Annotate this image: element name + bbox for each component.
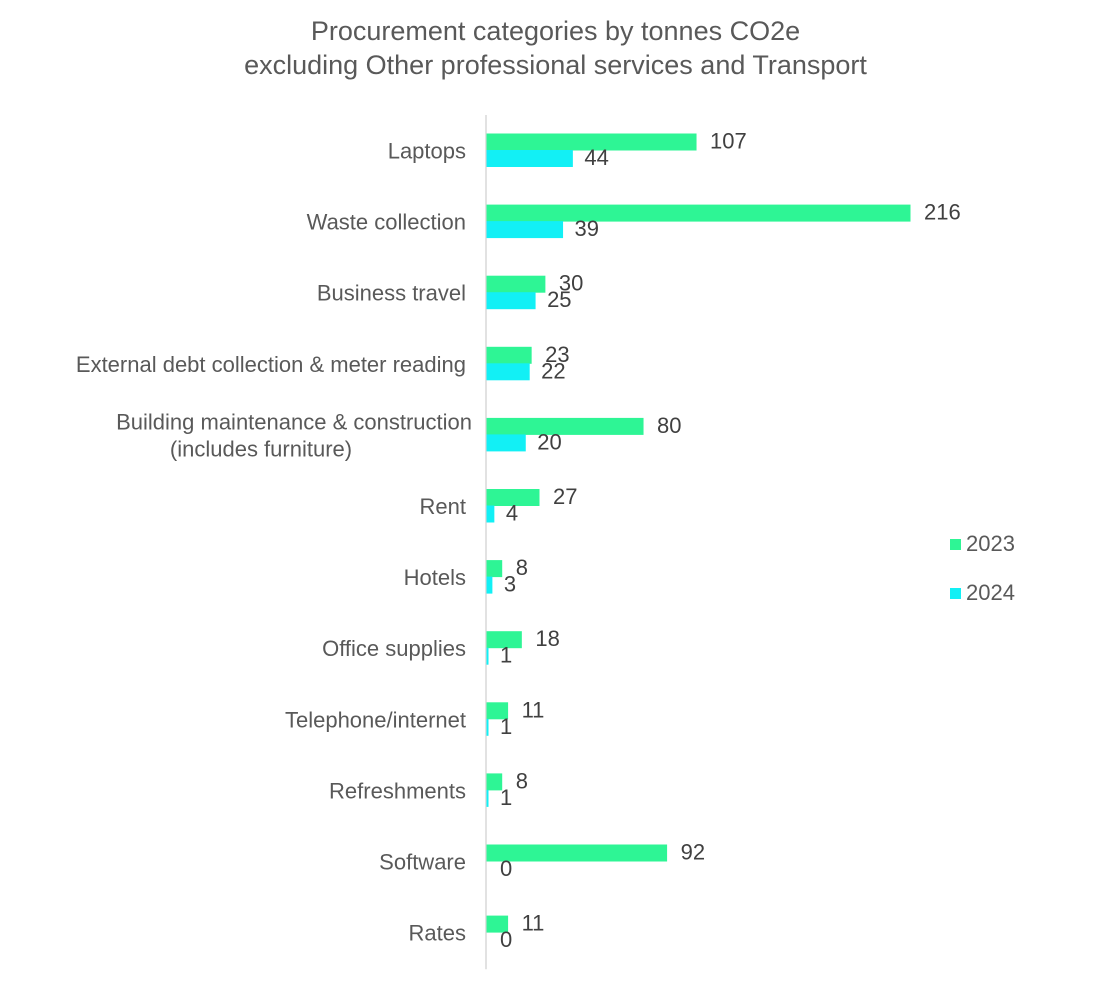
data-label-2023-6: 8 xyxy=(516,555,528,580)
category-label-3: External debt collection & meter reading xyxy=(76,352,466,377)
category-label-5: Rent xyxy=(420,494,466,519)
legend-swatch-2024 xyxy=(950,588,961,599)
bar-2023-3 xyxy=(486,346,532,364)
bar-2023-5 xyxy=(486,489,540,506)
data-label-2024-3: 22 xyxy=(541,358,565,383)
chart-title-line-2: excluding Other professional services an… xyxy=(244,50,867,80)
bar-2023-1 xyxy=(486,204,911,222)
bar-2023-6 xyxy=(486,560,503,578)
data-label-2023-10: 92 xyxy=(681,840,705,865)
bar-2024-3 xyxy=(486,363,530,381)
bar-2024-4 xyxy=(486,434,526,452)
bar-2023-9 xyxy=(486,773,503,791)
chart-title: Procurement categories by tonnes CO2e ex… xyxy=(0,14,1111,82)
data-label-2023-5: 27 xyxy=(553,484,577,509)
bar-2024-5 xyxy=(486,505,495,523)
data-label-2024-0: 44 xyxy=(584,145,608,170)
data-label-2023-11: 11 xyxy=(522,911,545,936)
data-label-2023-4: 80 xyxy=(657,413,681,438)
data-label-2024-1: 39 xyxy=(575,216,599,241)
bar-2024-8 xyxy=(486,718,489,736)
category-label-1: Waste collection xyxy=(307,210,466,235)
bar-2023-8 xyxy=(486,702,509,720)
data-label-2024-2: 25 xyxy=(547,287,571,312)
bar-2023-10 xyxy=(486,844,668,862)
data-label-2023-2: 30 xyxy=(559,271,583,296)
data-label-2023-0: 107 xyxy=(710,129,747,154)
data-label-2023-9: 8 xyxy=(516,768,528,793)
bar-2024-1 xyxy=(486,221,564,239)
legend-swatch-2023 xyxy=(950,539,961,550)
legend-label-2024: 2024 xyxy=(966,580,1015,605)
category-label-7: Office supplies xyxy=(322,636,466,661)
bar-2023-7 xyxy=(486,631,522,649)
data-label-2024-11: 0 xyxy=(500,927,512,952)
category-label-4-line-1: (includes furniture) xyxy=(170,436,352,461)
category-label-11: Rates xyxy=(409,921,466,946)
category-label-6: Hotels xyxy=(404,565,466,590)
category-label-0: Laptops xyxy=(388,139,466,164)
bar-2023-11 xyxy=(486,915,509,933)
bar-2023-4 xyxy=(486,417,644,435)
category-label-10: Software xyxy=(379,850,466,875)
category-label-8: Telephone/internet xyxy=(285,707,466,732)
bar-2024-2 xyxy=(486,292,536,310)
data-label-2023-7: 18 xyxy=(535,626,559,651)
category-label-4-line-0: Building maintenance & construction xyxy=(116,409,472,434)
category-label-9: Refreshments xyxy=(329,778,466,803)
data-label-2024-6: 3 xyxy=(504,572,516,597)
bar-2023-2 xyxy=(486,275,546,293)
legend-label-2023: 2023 xyxy=(966,531,1015,556)
data-label-2024-10: 0 xyxy=(500,856,512,881)
data-label-2023-1: 216 xyxy=(924,200,961,225)
bar-2024-9 xyxy=(486,789,489,807)
bar-2024-7 xyxy=(486,647,489,665)
data-label-2024-5: 4 xyxy=(506,501,518,526)
data-label-2024-8: 1 xyxy=(500,714,512,739)
data-label-2024-7: 1 xyxy=(500,643,512,668)
bar-2024-0 xyxy=(486,150,573,167)
chart-title-line-1: Procurement categories by tonnes CO2e xyxy=(310,16,801,46)
bar-2024-6 xyxy=(486,576,493,594)
data-label-2024-4: 20 xyxy=(537,429,561,454)
bar-2023-0 xyxy=(486,133,697,151)
category-label-2: Business travel xyxy=(317,281,466,306)
data-label-2024-9: 1 xyxy=(500,785,512,810)
data-label-2023-8: 11 xyxy=(522,697,545,722)
data-label-2023-3: 23 xyxy=(545,342,569,367)
